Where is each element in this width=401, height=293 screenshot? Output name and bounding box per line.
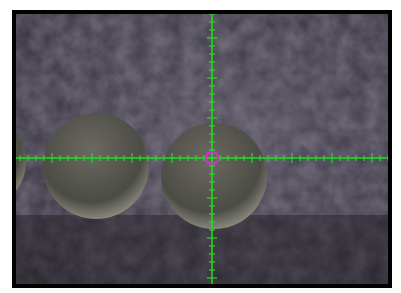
disk bbox=[161, 123, 267, 229]
disk bbox=[43, 113, 149, 219]
camera-view bbox=[0, 0, 401, 293]
page: {} (() => { JSON.parse bbox=[0, 0, 401, 293]
image bbox=[0, 14, 388, 284]
